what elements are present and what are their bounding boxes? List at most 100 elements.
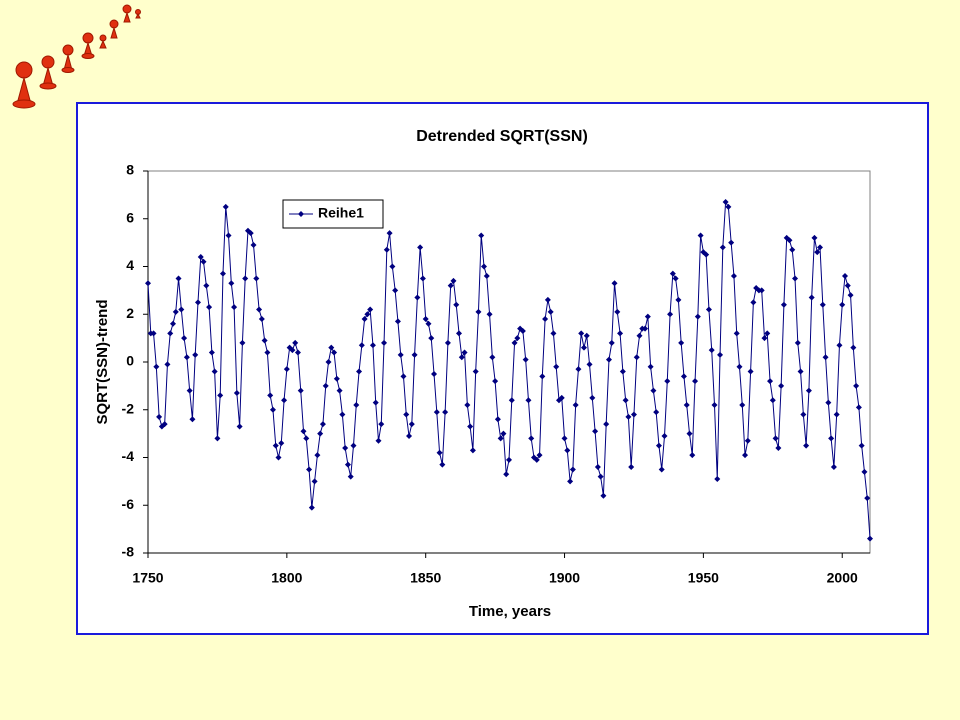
data-point [375,437,382,444]
data-point [464,401,471,408]
data-point [680,373,687,380]
data-point [439,461,446,468]
data-point [350,442,357,449]
data-point [800,411,807,418]
data-point [211,368,218,375]
data-point [683,401,690,408]
data-point [258,316,265,323]
data-point [492,378,499,385]
data-point [239,339,246,346]
data-point [336,387,343,394]
data-point [703,251,710,258]
data-point [558,394,565,401]
data-point [789,246,796,253]
data-point [281,397,288,404]
data-point [181,335,188,342]
data-point [458,354,465,361]
data-point [253,275,260,282]
data-point [697,232,704,239]
data-point [792,275,799,282]
data-point [814,249,821,256]
data-point [514,335,521,342]
data-point [494,416,501,423]
data-point [225,232,232,239]
data-point [808,294,815,301]
y-tick-label: -8 [122,544,135,560]
data-point [372,399,379,406]
data-point [586,361,593,368]
data-point [378,421,385,428]
data-point [667,311,674,318]
data-point [200,258,207,265]
data-point [278,440,285,447]
y-tick-label: 0 [126,353,134,369]
data-point [392,287,399,294]
data-point [414,294,421,301]
data-point [153,363,160,370]
data-point [669,270,676,277]
data-point [394,318,401,325]
data-point [311,478,318,485]
data-point [767,378,774,385]
data-point [847,292,854,299]
data-point [678,339,685,346]
data-point [711,401,718,408]
data-point [630,411,637,418]
data-point [344,461,351,468]
data-point [650,387,657,394]
data-point [242,275,249,282]
data-point [217,392,224,399]
data-point [489,354,496,361]
data-point [233,390,240,397]
data-point [797,368,804,375]
data-point [825,399,832,406]
data-point [447,282,454,289]
data-point [811,234,818,241]
legend-marker [298,211,304,217]
x-tick-label: 1850 [410,570,441,586]
data-point [542,316,549,323]
data-point [461,349,468,356]
data-point [497,435,504,442]
data-point [328,344,335,351]
data-point [322,382,329,389]
data-point [444,339,451,346]
data-point [486,311,493,318]
data-point [744,437,751,444]
data-point [297,387,304,394]
data-point [786,237,793,244]
data-point [361,316,368,323]
data-point [403,411,410,418]
data-point [186,387,193,394]
data-point [511,339,518,346]
legend-label: Reihe1 [318,205,364,221]
data-point [189,416,196,423]
data-point [730,273,737,280]
data-point [608,339,615,346]
data-point [614,308,621,315]
data-point [858,442,865,449]
data-point [339,411,346,418]
y-tick-label: 4 [126,257,134,273]
data-point [528,435,535,442]
data-point [642,325,649,332]
data-point [828,435,835,442]
data-point [780,301,787,308]
data-point [769,397,776,404]
chart-title: Detrended SQRT(SSN) [416,128,588,145]
data-point [564,447,571,454]
data-point [478,232,485,239]
data-point [728,239,735,246]
data-point [636,332,643,339]
data-point [694,313,701,320]
pawn-decoration [12,4,141,109]
data-point [419,275,426,282]
data-point [736,363,743,370]
data-point [294,349,301,356]
data-point [830,464,837,471]
data-point [383,246,390,253]
data-point [539,373,546,380]
data-point [178,306,185,313]
data-point [364,311,371,318]
data-point [686,430,693,437]
